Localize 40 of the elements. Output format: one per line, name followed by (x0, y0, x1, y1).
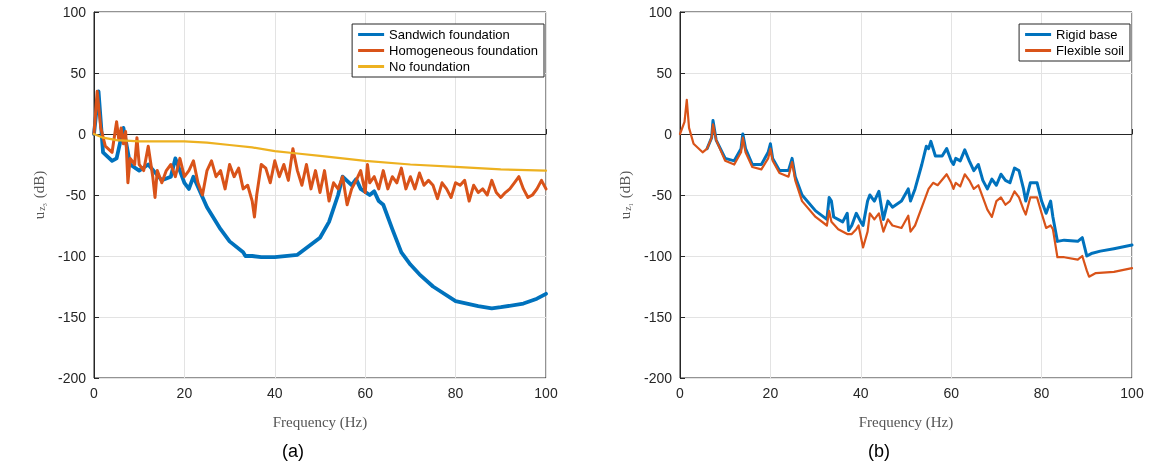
x-tick-label: 80 (1033, 385, 1050, 401)
line-series (92, 132, 548, 172)
text: (b) (868, 441, 890, 461)
x-axis-title: Frequency (Hz) (272, 413, 368, 431)
y-tick-label: 50 (70, 65, 87, 81)
x-tick-label: 60 (943, 385, 960, 401)
x-tick-label: 60 (357, 385, 374, 401)
y-tick-label: -200 (643, 370, 673, 386)
y-tick-label: -50 (651, 187, 673, 203)
y-tick-label: -100 (57, 248, 87, 264)
y-tick-label: 0 (78, 126, 87, 142)
legend-label: Rigid base (1056, 27, 1118, 42)
y-tick-label: -100 (643, 248, 673, 264)
y-axis-title: uz₁ (dB) (616, 170, 634, 220)
x-tick-label: 0 (676, 385, 685, 401)
x-tick-label: 20 (176, 385, 193, 401)
y-tick-label: 0 (664, 126, 673, 142)
x-tick-label: 40 (267, 385, 283, 401)
y-tick-label: 50 (656, 65, 673, 81)
x-tick-label: 0 (90, 385, 99, 401)
legend-label: Flexible soil (1056, 43, 1125, 58)
y-tick-label: -150 (643, 309, 673, 325)
x-tick-label: 40 (853, 385, 869, 401)
legend-label: No foundation (389, 59, 471, 74)
line-series (92, 89, 548, 219)
x-tick-label: 20 (762, 385, 779, 401)
line-series (678, 98, 1134, 278)
x-tick-label: 100 (534, 385, 558, 401)
legend-label: Homogeneous foundation (389, 43, 538, 58)
y-tick-label: 100 (62, 4, 87, 20)
y-tick-label: 100 (648, 4, 673, 20)
x-tick-label: 80 (447, 385, 464, 401)
y-axis-title: uz₃ (dB) (30, 170, 48, 220)
y-tick-label: -200 (57, 370, 87, 386)
legend-label: Sandwich foundation (389, 27, 510, 42)
y-tick-label: -50 (65, 187, 87, 203)
x-tick-label: 100 (1120, 385, 1144, 401)
x-axis-title: Frequency (Hz) (858, 413, 954, 431)
text: (a) (282, 441, 304, 461)
y-tick-label: -150 (57, 309, 87, 325)
